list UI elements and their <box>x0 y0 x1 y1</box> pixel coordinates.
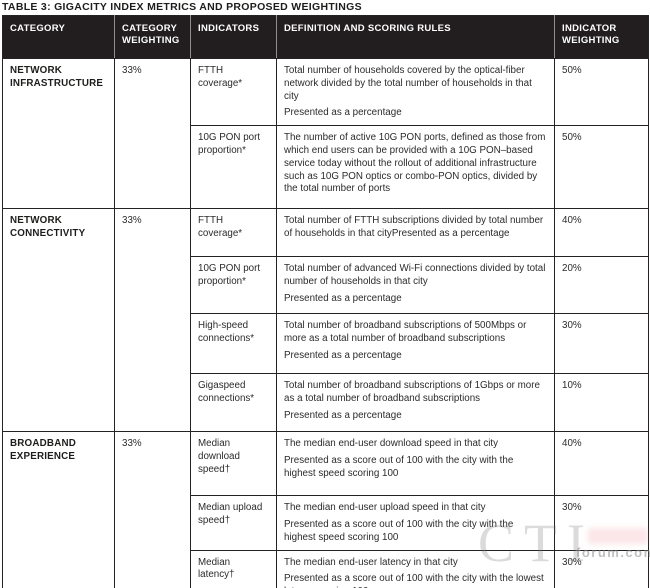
definition-line: The number of active 10G PON ports, defi… <box>284 132 546 195</box>
indicator-weighting-cell: 40% <box>554 208 649 258</box>
indicator-weighting-cell: 50% <box>554 57 649 127</box>
definition-line: Total number of advanced Wi-Fi connectio… <box>284 263 546 287</box>
definition-line: The median end-user download speed in th… <box>284 438 499 450</box>
table-row: Gigaspeed connections* Total number of b… <box>3 373 649 433</box>
table-row: Median latency† The median end-user late… <box>3 549 649 588</box>
definition-cell: Total number of households covered by th… <box>276 57 555 127</box>
definition-line: Presented as a percentage <box>284 107 402 119</box>
definition-cell: Total number of broadband subscriptions … <box>276 313 555 375</box>
definition-line: Total number of broadband subscriptions … <box>284 320 527 344</box>
indicator-weighting-cell: 30% <box>554 495 649 551</box>
indicator-weighting-cell: 40% <box>554 431 649 497</box>
table-row: NETWORK CONNECTIVITY 33% FTTH coverage* … <box>2 208 649 433</box>
definition-line: Presented as a score out of 100 with the… <box>284 454 514 479</box>
table-row: Median upload speed† The median end-user… <box>3 495 649 551</box>
indicator-cell: 10G PON port proportion* <box>190 125 277 210</box>
indicator-weighting-cell: 30% <box>554 549 649 588</box>
indicator-cell: High-speed connections* <box>190 313 277 375</box>
column-header-category: CATEGORY <box>2 15 115 59</box>
definition-cell: The median end-user latency in that city… <box>276 549 555 588</box>
indicator-weighting-cell: 20% <box>554 256 649 315</box>
indicator-cell: FTTH coverage* <box>190 208 277 258</box>
indicator-cell: Median download speed† <box>190 431 277 497</box>
definition-line: Presented as a score out of 100 with the… <box>284 518 514 543</box>
metrics-table: CATEGORY CATEGORY WEIGHTING INDICATORS D… <box>2 15 649 588</box>
category-cell: NETWORK CONNECTIVITY <box>2 208 115 433</box>
table-row: 10G PON port proportion* The number of a… <box>3 125 649 210</box>
definition-cell: The number of active 10G PON ports, defi… <box>276 125 555 210</box>
column-header-indicator-weighting: INDICATOR WEIGHTING <box>554 15 649 59</box>
column-header-indicators: INDICATORS <box>190 15 277 59</box>
indicator-weighting-cell: 10% <box>554 373 649 433</box>
definition-cell: Total number of advanced Wi-Fi connectio… <box>276 256 555 315</box>
indicator-cell: Gigaspeed connections* <box>190 373 277 433</box>
table-title: TABLE 3: GIGACITY INDEX METRICS AND PROP… <box>2 1 362 13</box>
table-row: High-speed connections* Total number of … <box>3 313 649 375</box>
definition-line: Presented as a percentage <box>284 349 402 361</box>
table-row: BROADBAND EXPERIENCE 33% Median download… <box>2 431 649 588</box>
category-weighting-cell: 33% <box>114 431 191 588</box>
indicator-weighting-cell: 30% <box>554 313 649 375</box>
definition-line: Total number of FTTH subscriptions divid… <box>284 215 544 239</box>
category-weighting-cell: 33% <box>114 208 191 433</box>
definition-cell: The median end-user download speed in th… <box>276 431 555 497</box>
indicator-weighting-cell: 50% <box>554 125 649 210</box>
indicator-cell: Median upload speed† <box>190 495 277 551</box>
category-cell: NETWORK INFRASTRUCTURE <box>2 57 115 210</box>
category-cell: BROADBAND EXPERIENCE <box>2 431 115 588</box>
definition-line: Total number of households covered by th… <box>284 65 532 102</box>
column-header-category-weighting: CATEGORY WEIGHTING <box>114 15 191 59</box>
definition-line: Presented as a percentage <box>284 292 402 304</box>
definition-line: Total number of broadband subscriptions … <box>284 380 540 404</box>
definition-cell: Total number of FTTH subscriptions divid… <box>276 208 555 258</box>
header-row: CATEGORY CATEGORY WEIGHTING INDICATORS D… <box>2 15 649 59</box>
definition-cell: The median end-user upload speed in that… <box>276 495 555 551</box>
indicator-cell: FTTH coverage* <box>190 57 277 127</box>
indicator-cell: 10G PON port proportion* <box>190 256 277 315</box>
definition-line: Presented as a percentage <box>284 409 402 421</box>
table-row: 10G PON port proportion* Total number of… <box>3 256 649 315</box>
definition-line: Presented as a score out of 100 with the… <box>284 573 544 588</box>
category-weighting-cell: 33% <box>114 57 191 210</box>
indicator-cell: Median latency† <box>190 549 277 588</box>
column-header-definition: DEFINITION AND SCORING RULES <box>276 15 555 59</box>
definition-line: The median end-user upload speed in that… <box>284 502 486 514</box>
definition-cell: Total number of broadband subscriptions … <box>276 373 555 433</box>
definition-line: The median end-user latency in that city <box>284 556 458 568</box>
table-row: NETWORK INFRASTRUCTURE 33% FTTH coverage… <box>2 57 649 210</box>
